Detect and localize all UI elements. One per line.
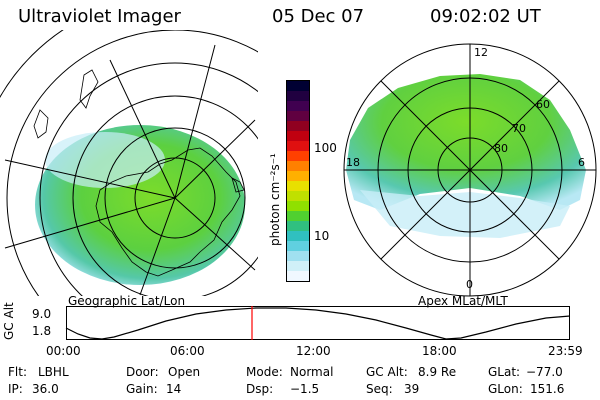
colorbar-segment <box>287 181 309 191</box>
dsp-value: −1.5 <box>290 382 320 396</box>
colorbar-segment <box>287 131 309 141</box>
xtick-1800: 18:00 <box>422 344 457 358</box>
mode-key: Mode: <box>246 365 283 379</box>
altitude-ylabel: GC Alt <box>2 302 16 340</box>
altitude-plot <box>65 306 571 340</box>
mlt-label-12: 12 <box>474 46 488 59</box>
colorbar-segment <box>287 271 309 281</box>
xtick-2359: 23:59 <box>548 344 583 358</box>
dsp-key: Dsp: <box>246 382 274 396</box>
glat-value: −77.0 <box>526 365 563 379</box>
colorbar <box>286 80 310 282</box>
time-label: 09:02:02 UT <box>430 6 541 27</box>
magnetic-map <box>343 43 597 297</box>
seq-key: Seq: <box>366 382 393 396</box>
colorbar-segment <box>287 171 309 181</box>
filter-key: Flt: <box>8 365 27 379</box>
colorbar-tick-10: 10 <box>314 229 330 243</box>
colorbar-segment <box>287 231 309 241</box>
ip-value: 36.0 <box>32 382 59 396</box>
mlt-label-6: 6 <box>578 156 585 169</box>
date-label: 05 Dec 07 <box>272 6 365 27</box>
mlat-label-60: 60 <box>536 98 550 111</box>
coastline <box>95 147 241 277</box>
altitude-curve <box>65 307 571 340</box>
colorbar-segment <box>287 221 309 231</box>
xtick-1200: 12:00 <box>296 344 331 358</box>
colorbar-segment <box>287 101 309 111</box>
left-map-caption: Geographic Lat/Lon <box>68 294 186 308</box>
colorbar-segment <box>287 111 309 121</box>
colorbar-segment <box>287 201 309 211</box>
mode-value: Normal <box>290 365 334 379</box>
altitude-ytick-max: 9.0 <box>32 307 52 321</box>
seq-value: 39 <box>404 382 420 396</box>
colorbar-segment <box>287 81 309 91</box>
mlt-label-0: 0 <box>466 278 473 291</box>
altitude-ytick-min: 1.8 <box>32 324 52 338</box>
glon-key: GLon: <box>488 382 523 396</box>
colorbar-unit-label: photon cm⁻²s⁻¹ <box>268 153 282 246</box>
ip-key: IP: <box>8 382 23 396</box>
xtick-0000: 00:00 <box>46 344 81 358</box>
filter-value: LBHL <box>38 365 69 379</box>
colorbar-segment <box>287 261 309 271</box>
right-map-caption: Apex MLat/MLT <box>418 294 508 308</box>
colorbar-segment <box>287 91 309 101</box>
gc-alt-key: GC Alt: <box>366 365 408 379</box>
gc-alt-value: 8.9 Re <box>418 365 457 379</box>
colorbar-segment <box>287 141 309 151</box>
aurora-image-right <box>346 74 586 210</box>
mlat-label-80: 80 <box>494 142 508 155</box>
xtick-0600: 06:00 <box>170 344 205 358</box>
gain-value: 14 <box>166 382 182 396</box>
gain-key: Gain: <box>126 382 158 396</box>
colorbar-segment <box>287 241 309 251</box>
door-key: Door: <box>126 365 159 379</box>
colorbar-segment <box>287 121 309 131</box>
geographic-map <box>0 30 258 296</box>
colorbar-tick-100: 100 <box>314 141 337 155</box>
instrument-title: Ultraviolet Imager <box>18 6 181 27</box>
colorbar-segment <box>287 151 309 161</box>
colorbar-segment <box>287 211 309 221</box>
colorbar-segment <box>287 161 309 171</box>
door-value: Open <box>168 365 201 379</box>
colorbar-segment <box>287 191 309 201</box>
glon-value: 151.6 <box>530 382 565 396</box>
mlt-label-18: 18 <box>346 156 360 169</box>
glat-key: GLat: <box>488 365 521 379</box>
colorbar-segment <box>287 251 309 261</box>
mlat-label-70: 70 <box>512 122 526 135</box>
